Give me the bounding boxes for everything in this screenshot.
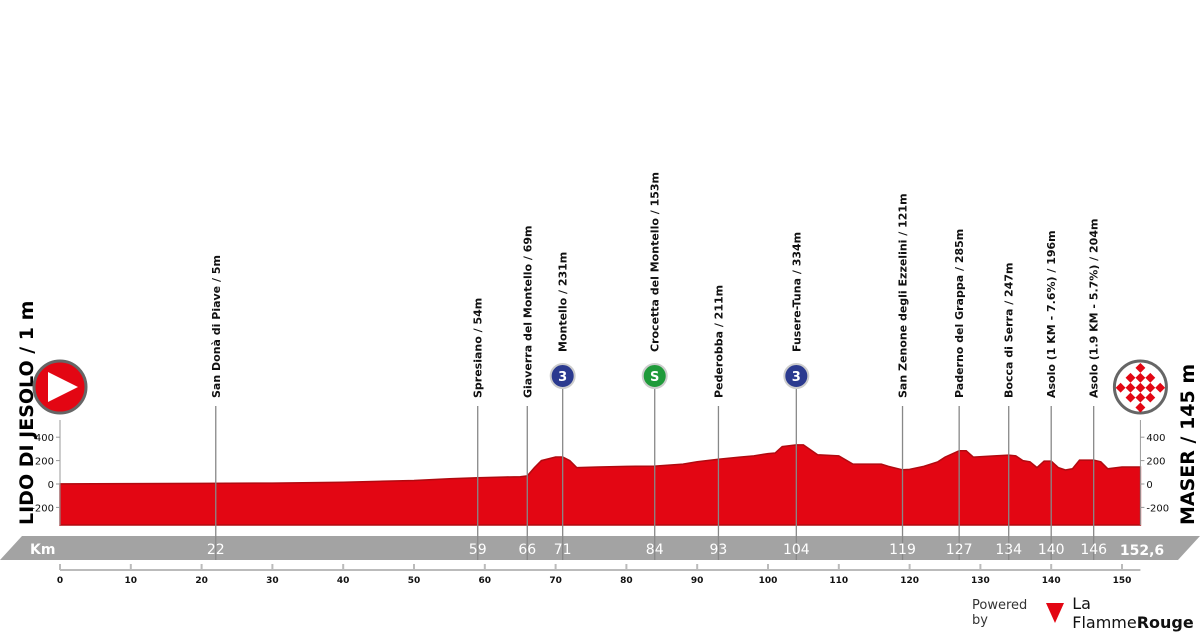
elevation-profile-area (59, 444, 1142, 526)
checker-square (1135, 362, 1146, 373)
x-tick-label: 20 (195, 576, 208, 586)
x-tick-label: 10 (125, 576, 138, 586)
icon-text: 3 (558, 370, 567, 385)
finish-label: MASER / 145 m (1177, 364, 1199, 525)
km-marker-label: 140 (1038, 542, 1065, 558)
y-tick-label: 200 (35, 457, 54, 468)
sprint-icon (641, 363, 668, 389)
km-bar-label: Km (30, 542, 55, 558)
km-marker-label: 93 (710, 542, 728, 558)
km-marker-label: 134 (995, 542, 1022, 558)
point-label: Asolo (1 KM - 7.6%) / 196m (1045, 230, 1058, 398)
point-label: Giaverra del Montello / 69m (521, 226, 534, 399)
point-label: San Zenone degli Ezzelini / 121m (897, 193, 910, 398)
footer-credit: Powered by La FlammeRouge (972, 594, 1200, 632)
checker-square (1135, 402, 1146, 413)
y-tick-label: 200 (1146, 457, 1165, 468)
point-label: Pederobba / 211m (712, 285, 725, 398)
y-tick-label: 0 (48, 480, 54, 491)
x-tick-label: 150 (1113, 576, 1132, 586)
point-label: San Donà di Piave / 5m (210, 255, 223, 398)
x-tick-label: 50 (408, 576, 421, 586)
x-tick-label: 80 (620, 576, 633, 586)
checker-square (1135, 392, 1146, 403)
climb-cat-3-icon (549, 363, 576, 389)
km-marker-label: 22 (207, 542, 225, 558)
icon-text: 3 (792, 370, 801, 385)
x-tick-label: 70 (549, 576, 562, 586)
km-marker-label: 119 (889, 542, 916, 558)
km-marker-label: 84 (646, 542, 664, 558)
km-marker-label: 104 (783, 542, 810, 558)
icon-text: S (650, 370, 659, 385)
start-arrow-glyph (48, 372, 78, 402)
climb-cat-3-icon (783, 363, 810, 389)
x-tick-label: 40 (337, 576, 350, 586)
powered-by-text: Powered by (972, 598, 1028, 628)
point-label: Crocetta del Montello / 153m (649, 172, 662, 352)
y-tick-label: -200 (1146, 503, 1169, 514)
x-tick-label: 120 (900, 576, 919, 586)
y-tick-label: 0 (1146, 480, 1152, 491)
km-marker-label: 71 (554, 542, 572, 558)
checker-square (1135, 372, 1146, 383)
point-label: Bocca di Serra / 247m (1003, 263, 1016, 398)
point-label: Montello / 231m (557, 252, 570, 352)
x-tick-label: 60 (479, 576, 492, 586)
x-tick-label: 90 (691, 576, 704, 586)
point-label: Fusere-Tuna / 334m (790, 232, 803, 352)
x-tick-label: 140 (1042, 576, 1061, 586)
point-label: Spresiano / 54m (472, 298, 485, 398)
km-marker-label: 127 (946, 542, 973, 558)
km-marker-label: 66 (518, 542, 536, 558)
km-marker-label: 59 (469, 542, 487, 558)
start-label: LIDO DI JESOLO / 1 m (16, 301, 38, 525)
point-label: Asolo (1.9 KM - 5.7%) / 204m (1088, 219, 1101, 398)
x-tick-label: 0 (57, 576, 63, 586)
la-flamme-rouge-logo-icon (1046, 603, 1065, 623)
y-tick-label: 400 (35, 433, 54, 444)
km-bar (0, 536, 1200, 560)
checker-square (1155, 382, 1166, 393)
checker-square (1135, 382, 1146, 393)
x-tick-label: 130 (971, 576, 990, 586)
x-tick-label: 30 (266, 576, 279, 586)
y-tick-label: -200 (31, 503, 54, 514)
km-marker-label: 146 (1080, 542, 1107, 558)
x-tick-label: 110 (829, 576, 848, 586)
point-label: Paderno del Grappa / 285m (953, 229, 966, 398)
checker-square (1115, 382, 1126, 393)
brand-name: La FlammeRouge (1072, 594, 1194, 632)
y-tick-label: 400 (1146, 433, 1165, 444)
x-tick-label: 100 (759, 576, 778, 586)
total-distance-label: 152,6 (1120, 543, 1164, 559)
